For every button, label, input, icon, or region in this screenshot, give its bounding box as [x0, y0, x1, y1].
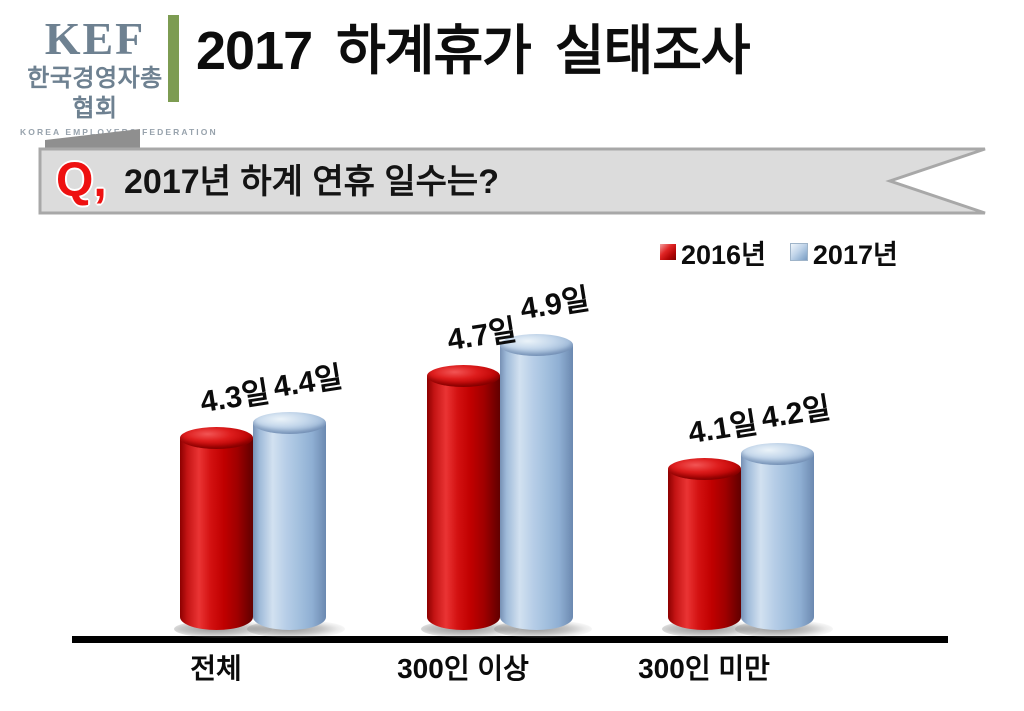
bar-top-face [668, 458, 741, 480]
title-divider-bar [168, 15, 179, 102]
legend-label-2017: 2017년 [812, 240, 898, 270]
cylinder-bar-2017-cat2 [494, 334, 592, 638]
category-label-2: 300인 이상 [397, 653, 529, 684]
cylinder-bar-2016-cat1 [174, 427, 272, 638]
legend-item-2017: 2017년 [789, 239, 898, 271]
x-axis-line [72, 636, 948, 643]
legend-swatch-2016-icon [660, 244, 676, 260]
bar-top-face [500, 334, 573, 356]
bar-top-face [427, 365, 500, 387]
bar-top-face [180, 427, 253, 449]
banner-body [38, 147, 986, 215]
bar-body [500, 345, 573, 630]
bar-value-label-2017-cat3: 4.2일 [758, 391, 833, 436]
bar-top-face [741, 443, 814, 465]
bar-top-face [253, 412, 326, 434]
cylinder-bar-2016-cat2 [421, 365, 519, 638]
bar-body [253, 423, 326, 630]
banner-fold [45, 129, 140, 150]
banner-ribbon-graphic [38, 129, 986, 215]
category-label-3: 300인 미만 [638, 653, 770, 684]
question-mark-label: Q, [56, 154, 107, 207]
legend-label-2016: 2016년 [681, 240, 766, 270]
logo-korean-name: 한국경영자총협회 [27, 65, 163, 122]
bar-body [741, 454, 814, 630]
question-text: 2017년 하계 연휴 일수는? [124, 163, 499, 201]
bar-body [668, 469, 741, 630]
logo-acronym: KEF [44, 13, 146, 64]
bar-value-label-2017-cat1: 4.4일 [270, 360, 345, 405]
legend-swatch-2017-icon [789, 243, 808, 261]
chart-legend: 2016년 2017년 [660, 239, 898, 271]
cylinder-bar-2017-cat3 [735, 443, 833, 638]
question-banner: Q, 2017년 하계 연휴 일수는? [38, 126, 990, 218]
cylinder-bar-2017-cat1 [247, 412, 345, 638]
bar-body [427, 376, 500, 630]
cylinder-bar-2016-cat3 [662, 458, 760, 638]
bar-value-label-2017-cat2: 4.9일 [517, 282, 592, 327]
page-title: 2017 하계휴가 실태조사 [196, 21, 751, 81]
bar-body [180, 438, 253, 630]
legend-item-2016: 2016년 [660, 239, 766, 271]
category-label-1: 전체 [190, 653, 242, 684]
